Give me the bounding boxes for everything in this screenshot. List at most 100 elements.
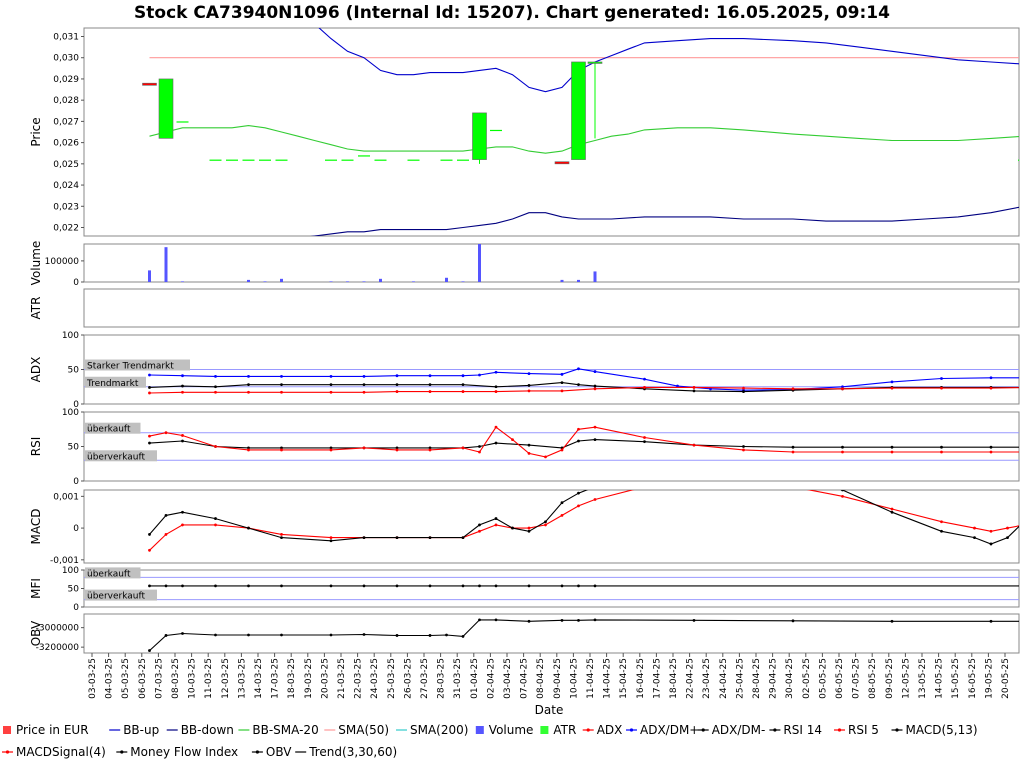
macd-signal-line-point: [973, 526, 976, 530]
x-tick-label: 21-03-25: [337, 658, 347, 699]
rsi5-line-point: [511, 438, 514, 441]
bb-down-line: [310, 206, 1019, 236]
rsi5-line-point: [841, 450, 844, 454]
x-tick-label: 07-05-25: [852, 658, 862, 699]
candle-body: [358, 155, 370, 157]
dm-minus-line: [149, 382, 1019, 393]
x-tick-label: 19-03-25: [304, 658, 314, 699]
x-tick-label: 24-04-25: [719, 658, 729, 699]
legend-swatch-dot: [773, 728, 777, 732]
price-y-axis-label: Price: [29, 117, 43, 146]
rsi5-line-point: [544, 455, 547, 459]
adx-band-label-bg: [85, 376, 146, 388]
x-tick-label: 06-03-25: [138, 658, 148, 699]
volume-y-tick-label: 0: [73, 278, 79, 288]
dm-plus-line-point: [527, 372, 531, 376]
dm-plus-line-point: [841, 385, 844, 389]
rsi14-line-point: [247, 446, 250, 450]
adx-line-point: [989, 386, 993, 390]
mfi-line-point: [494, 584, 498, 588]
legend-label: ATR: [553, 723, 576, 737]
candle-body: [407, 159, 420, 161]
dm-minus-line-point: [692, 389, 696, 393]
dm-plus-line-point: [593, 370, 597, 373]
candle-body: [341, 159, 354, 161]
obv-line-point: [148, 649, 151, 652]
adx-line-point: [362, 390, 366, 394]
macd-signal-line-point: [148, 548, 151, 552]
rsi14-line-point: [940, 445, 943, 449]
x-tick-label: 12-03-25: [221, 658, 231, 699]
dm-plus-line-point: [280, 375, 283, 378]
macd-line-point: [511, 526, 514, 530]
obv-plot-area: [83, 613, 1020, 654]
rsi14-line-point: [643, 440, 646, 444]
macd-panel: MACD -0,001 0 0,001: [29, 489, 1020, 566]
adx-line-point: [692, 386, 696, 389]
volume-bar: [181, 281, 184, 282]
obv-y-tick-label: -3200000: [36, 643, 80, 653]
macd-signal-line-point: [593, 498, 597, 501]
macd-y-axis-label: MACD: [29, 509, 43, 545]
dm-plus-line-point: [362, 375, 366, 378]
adx-line-point: [742, 386, 745, 390]
legend-label: ADX/DM-: [712, 723, 766, 737]
legend-label: Volume: [489, 723, 534, 737]
obv-line-point: [247, 633, 250, 637]
adx-line-point: [940, 386, 943, 390]
legend-item: MACDSignal(4): [2, 745, 106, 759]
dm-minus-line-point: [577, 383, 580, 387]
adx-line-point: [593, 387, 597, 391]
dm-minus-line-point: [214, 385, 217, 389]
rsi-series: [148, 425, 1019, 459]
x-tick-label: 31-03-25: [453, 658, 463, 699]
x-tick-label: 12-05-25: [901, 658, 911, 699]
price-y-tick-label: 0,024: [53, 181, 79, 191]
rsi-band-label-bg: [85, 450, 157, 462]
mfi-y-axis-label: MFI: [29, 578, 43, 599]
mfi-line-point: [148, 584, 151, 588]
rsi14-line-point: [989, 445, 993, 449]
legend-label: MACD(5,13): [906, 723, 978, 737]
macd-signal-line-point: [841, 494, 844, 498]
candle-body: [374, 159, 387, 161]
candle-body: [587, 61, 603, 64]
mfi-band-label-bg: [85, 589, 157, 601]
x-tick-label: 17-03-25: [271, 658, 281, 699]
x-tick-label: 22-03-25: [354, 658, 364, 699]
dm-plus-line-point: [461, 374, 465, 378]
rsi14-line-point: [841, 445, 844, 449]
x-tick-label: 26-03-25: [403, 658, 413, 699]
x-tick-label: 19-05-25: [984, 658, 994, 699]
adx-line: [149, 386, 1019, 394]
legend-swatch-dot: [5, 750, 10, 754]
adx-line-point: [461, 390, 465, 393]
candle-body: [242, 159, 255, 161]
dm-minus-line-point: [362, 383, 366, 387]
macd-signal-line-point: [164, 533, 168, 536]
macd-line-point: [247, 526, 250, 530]
macd-signal-line-point: [494, 523, 498, 527]
rsi5-line-point: [890, 450, 894, 454]
price-y-tick-label: 0,023: [53, 202, 79, 212]
dm-plus-line-point: [560, 372, 564, 376]
x-tick-label: 18-03-25: [287, 658, 297, 699]
macd-line-point: [461, 536, 465, 540]
x-tick-label: 14-05-25: [935, 658, 945, 699]
adx-y-tick-label: 50: [68, 366, 80, 376]
candle-body: [440, 159, 453, 161]
macd-line-point: [527, 529, 531, 533]
legend-label: RSI 14: [783, 723, 822, 737]
adx-line-point: [527, 389, 531, 393]
x-tick-label: 28-04-25: [752, 658, 762, 699]
x-tick-label: 23-04-25: [702, 658, 712, 699]
dm-minus-line-point: [494, 385, 498, 389]
mfi-series: [148, 584, 1019, 588]
obv-series: [148, 618, 1019, 652]
legend-item: BB-up: [109, 723, 159, 737]
rsi5-line-point: [989, 450, 993, 454]
x-tick-label: 07-04-25: [520, 658, 530, 699]
obv-line-point: [560, 618, 564, 622]
macd-line-point: [280, 536, 283, 540]
chart-legend: Price in EUR BB-up BB-down BB-SMA-20 SMA(50)…: [2, 723, 978, 759]
